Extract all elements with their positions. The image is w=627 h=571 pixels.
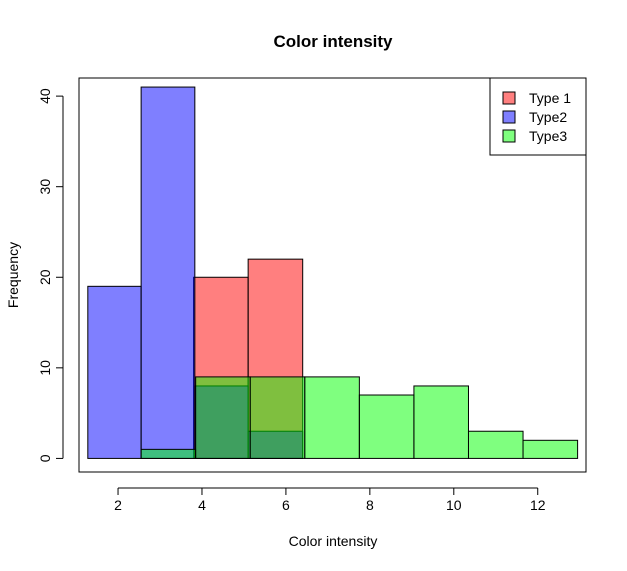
bar-type3-6 (467, 430, 524, 459)
legend-swatch-type1 (502, 91, 516, 105)
legend-label-type2: Type2 (529, 109, 567, 125)
y-axis: 0 10 20 30 40 (37, 88, 64, 462)
y-tick-label: 0 (37, 454, 53, 462)
bar-type3-7 (522, 439, 579, 459)
x-axis: 2 4 6 8 10 12 (114, 487, 546, 513)
y-tick-label: 20 (37, 269, 53, 285)
bar-type3-1 (195, 376, 251, 459)
x-axis-label: Color intensity (289, 533, 378, 549)
y-tick-label: 10 (37, 360, 53, 376)
bar-type3-5 (413, 385, 469, 459)
x-tick-label: 10 (446, 497, 462, 513)
bar-type2-0 (87, 285, 142, 459)
legend-swatch-type2 (502, 110, 516, 124)
legend-label-type3: Type3 (529, 128, 567, 144)
legend-label-type1: Type 1 (529, 90, 571, 106)
bar-type3-0 (140, 448, 197, 459)
legend-swatch-type3 (502, 129, 516, 143)
histogram-bars (87, 86, 579, 459)
x-tick-label: 12 (530, 497, 546, 513)
plot-area-frame (78, 77, 587, 473)
y-axis-label: Frequency (5, 242, 21, 308)
x-tick-label: 6 (282, 497, 290, 513)
x-tick-label: 2 (114, 497, 122, 513)
x-tick-label: 4 (198, 497, 206, 513)
chart-title: Color intensity (273, 32, 393, 51)
bar-type3-2 (249, 376, 306, 459)
bar-type2-1 (140, 86, 196, 459)
bar-type3-3 (304, 376, 360, 459)
x-tick-label: 8 (366, 497, 374, 513)
legend: Type 1 Type2 Type3 (489, 77, 587, 156)
y-tick-label: 40 (37, 88, 53, 104)
bar-type3-4 (358, 394, 415, 459)
y-tick-label: 30 (37, 179, 53, 195)
